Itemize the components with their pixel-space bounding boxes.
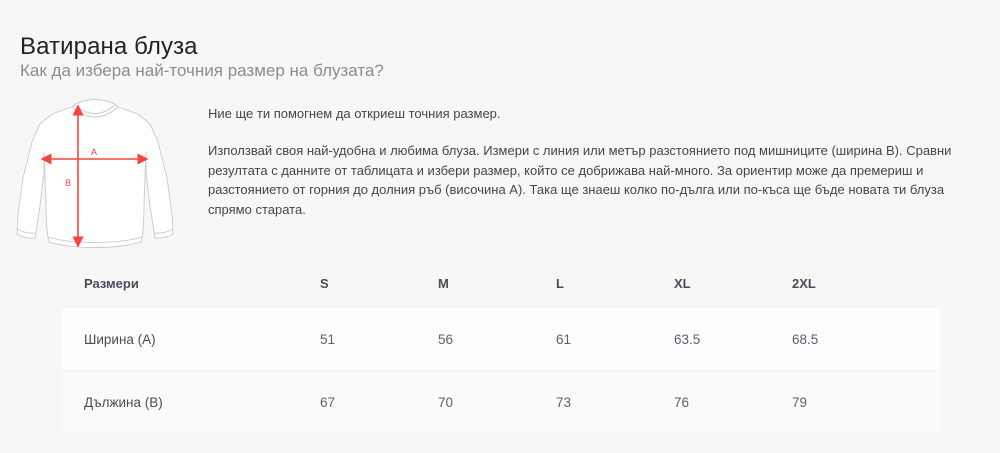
table-row: Ширина (A) 51 56 61 63.5 68.5: [62, 308, 940, 371]
column-header-s: S: [320, 275, 329, 291]
column-header-l: L: [556, 275, 564, 291]
cell-length-m: 70: [438, 370, 556, 433]
row-label-length: Дължина (B): [62, 370, 320, 433]
garment-measurement-diagram: A B: [10, 94, 200, 260]
cell-width-spacer: [910, 308, 940, 371]
page-subtitle: Как да избера най-точния размер на блуза…: [20, 61, 384, 80]
row-label-width: Ширина (A): [62, 308, 320, 371]
cell-length-spacer: [910, 370, 940, 433]
cell-width-s: 51: [320, 308, 438, 371]
length-label: B: [65, 178, 71, 188]
cell-width-l: 61: [556, 308, 674, 371]
cell-width-xl: 63.5: [674, 308, 792, 371]
cell-width-m: 56: [438, 308, 556, 371]
column-header-m: M: [438, 275, 449, 291]
size-chart-header: Размери S M L XL 2XL: [62, 258, 940, 308]
cell-length-2xl: 79: [792, 370, 910, 433]
page-title: Ватирана блуза: [20, 33, 198, 61]
garment-outline-shape: [16, 99, 174, 248]
table-header-row: Размери S M L XL 2XL: [62, 258, 940, 308]
width-label: A: [91, 147, 97, 157]
column-header-spacer: [910, 258, 940, 308]
instructions-lead: Ние ще ти помогнем да откриеш точния раз…: [208, 106, 501, 121]
column-header-xl: XL: [674, 275, 691, 291]
size-chart-body: Ширина (A) 51 56 61 63.5 68.5 Дължина (B…: [62, 308, 940, 433]
column-header-measure: Размери: [84, 275, 139, 291]
column-header-2xl: 2XL: [792, 275, 816, 291]
size-chart-table: Размери S M L XL 2XL Ширина (A) 51 56 61…: [62, 258, 940, 433]
cell-width-2xl: 68.5: [792, 308, 910, 371]
cell-length-s: 67: [320, 370, 438, 433]
cell-length-xl: 76: [674, 370, 792, 433]
instructions-body: Използвай своя най-удобна и любима блуза…: [208, 143, 952, 217]
size-guide-instructions: Ние ще ти помогнем да откриеш точния раз…: [208, 104, 978, 219]
cell-length-l: 73: [556, 370, 674, 433]
table-row: Дължина (B) 67 70 73 76 79: [62, 370, 940, 433]
